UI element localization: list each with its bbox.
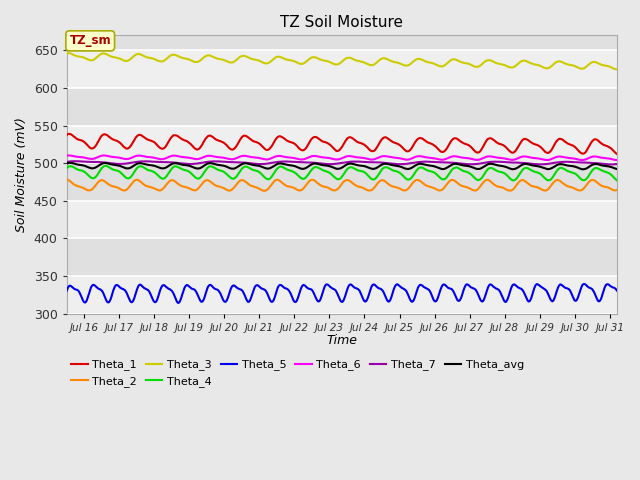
Y-axis label: Soil Moisture (mV): Soil Moisture (mV) [15,117,28,232]
Bar [67,201,617,239]
Bar [67,126,617,163]
X-axis label: Time: Time [326,334,357,347]
Legend: Theta_1, Theta_2, Theta_3, Theta_4, Theta_5, Theta_6, Theta_7, Theta_avg: Theta_1, Theta_2, Theta_3, Theta_4, Thet… [67,355,529,391]
Title: TZ Soil Moisture: TZ Soil Moisture [280,15,403,30]
Bar [67,50,617,88]
Bar [67,276,617,313]
Text: TZ_sm: TZ_sm [69,35,111,48]
